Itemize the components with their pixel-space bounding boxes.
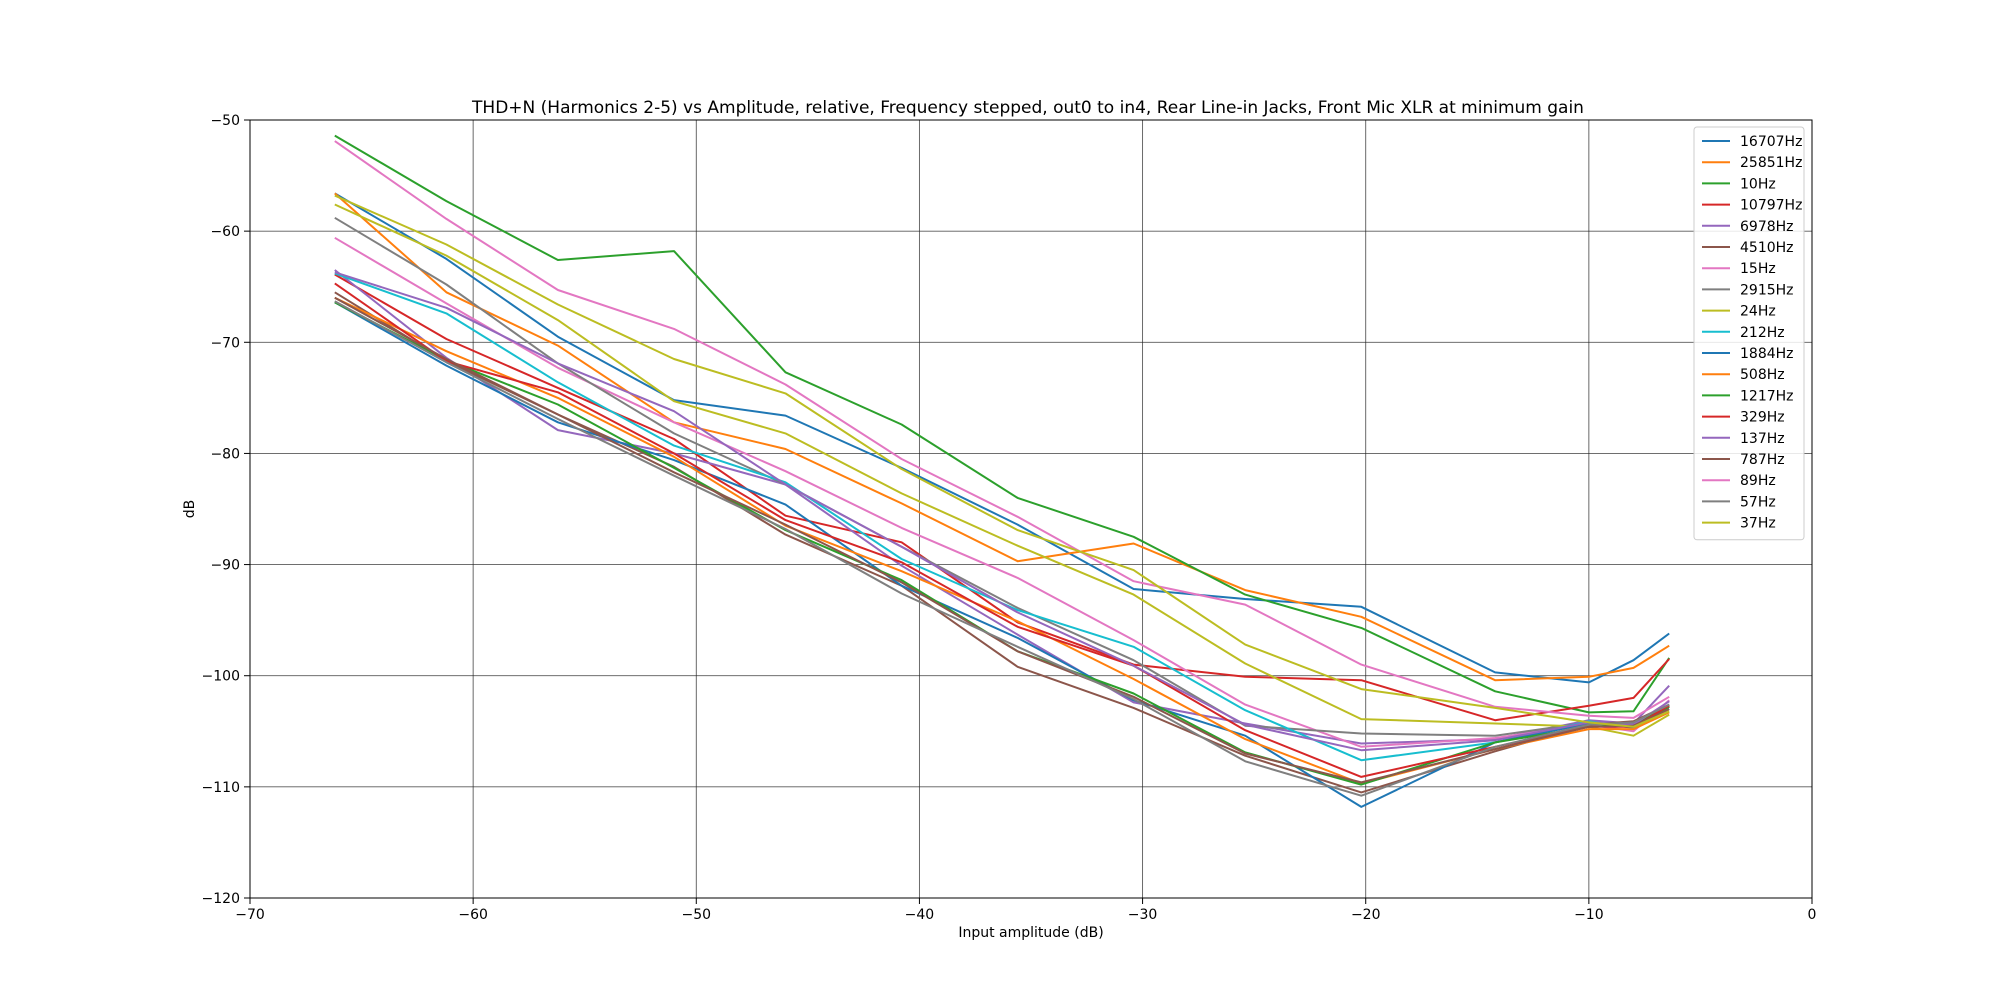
series-line-37Hz: [334, 194, 1670, 728]
series-line-25851Hz: [334, 192, 1670, 682]
series-lines: [334, 134, 1671, 808]
series-line-137Hz: [334, 271, 1670, 752]
series-line-508Hz: [334, 296, 1670, 785]
x-tick-label: −60: [458, 907, 488, 923]
x-axis-label: Input amplitude (dB): [958, 925, 1103, 941]
chart-title: THD+N (Harmonics 2-5) vs Amplitude, rela…: [471, 98, 1584, 118]
y-axis-label: dB: [182, 500, 198, 519]
legend-label-6978Hz: 6978Hz: [1740, 219, 1794, 235]
x-tick-label: 0: [1808, 907, 1817, 923]
y-tick-label: −100: [202, 669, 240, 685]
legend-label-787Hz: 787Hz: [1740, 452, 1785, 468]
x-tick-label: −10: [1574, 907, 1604, 923]
series-line-10797Hz: [334, 273, 1670, 722]
legend-label-10Hz: 10Hz: [1740, 176, 1776, 192]
legend-label-25851Hz: 25851Hz: [1740, 155, 1802, 171]
legend-label-10797Hz: 10797Hz: [1740, 198, 1802, 214]
legend-box: [1693, 126, 1805, 541]
x-tick-label: −30: [1128, 907, 1158, 923]
axis-ticks: −70 −60 −50 −40 −30 −20 −10 0−120−110−100−90−80…: [202, 113, 1817, 923]
y-tick-label: −120: [202, 891, 240, 907]
legend-label-16707Hz: 16707Hz: [1740, 134, 1802, 150]
y-tick-label: −50: [210, 113, 240, 129]
series-line-787Hz: [334, 296, 1670, 784]
legend-label-137Hz: 137Hz: [1740, 431, 1785, 447]
series-line-89Hz: [334, 140, 1670, 719]
y-tick-label: −60: [210, 224, 240, 240]
legend-label-24Hz: 24Hz: [1740, 304, 1776, 320]
y-tick-label: −90: [210, 558, 240, 574]
y-tick-label: −70: [210, 335, 240, 351]
x-tick-label: −50: [682, 907, 712, 923]
legend-label-329Hz: 329Hz: [1740, 410, 1785, 426]
legend-label-37Hz: 37Hz: [1740, 516, 1776, 532]
x-tick-label: −70: [235, 907, 265, 923]
legend-label-57Hz: 57Hz: [1740, 494, 1776, 510]
y-tick-label: −110: [202, 780, 240, 796]
y-tick-label: −80: [210, 446, 240, 462]
legend-label-89Hz: 89Hz: [1740, 473, 1776, 489]
x-tick-label: −20: [1351, 907, 1381, 923]
legend-label-1884Hz: 1884Hz: [1740, 346, 1794, 362]
legend-label-4510Hz: 4510Hz: [1740, 240, 1794, 256]
legend-label-2915Hz: 2915Hz: [1740, 282, 1794, 298]
x-tick-label: −40: [905, 907, 935, 923]
plot-area-frame: [249, 119, 1813, 899]
series-line-16707Hz: [334, 192, 1670, 684]
legend-label-1217Hz: 1217Hz: [1740, 388, 1794, 404]
legend-label-508Hz: 508Hz: [1740, 367, 1785, 383]
grid-lines: [250, 120, 1812, 898]
legend: 16707Hz 25851Hz 10Hz 10797Hz 6978Hz 4510Hz 15H…: [1693, 126, 1805, 541]
series-line-57Hz: [334, 300, 1670, 797]
legend-label-212Hz: 212Hz: [1740, 325, 1785, 341]
legend-label-15Hz: 15Hz: [1740, 261, 1776, 277]
